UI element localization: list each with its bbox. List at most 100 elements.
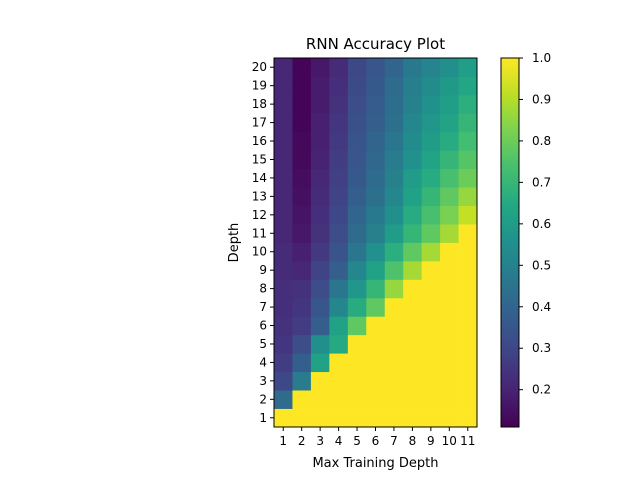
heatmap-cell <box>329 390 349 409</box>
heatmap-cell <box>366 260 386 280</box>
heatmap-cell <box>366 334 386 354</box>
y-tick-label: 17 <box>252 116 267 130</box>
heatmap-cell <box>366 58 386 77</box>
y-tick-label: 15 <box>252 152 267 166</box>
y-tick-label: 20 <box>252 60 267 74</box>
heatmap-cell <box>421 279 441 299</box>
heatmap-cell <box>403 408 423 428</box>
heatmap-cell <box>274 168 293 188</box>
heatmap-cell <box>366 150 386 170</box>
heatmap-cell <box>347 242 367 262</box>
heatmap-cell <box>366 353 386 373</box>
heatmap-cell <box>292 187 312 206</box>
heatmap-cell <box>440 371 459 391</box>
colorbar-tick-label: 0.2 <box>532 383 551 397</box>
heatmap-cell <box>458 260 478 280</box>
heatmap-cell <box>329 260 349 280</box>
heatmap-cell <box>292 242 312 262</box>
heatmap-cell <box>384 408 404 428</box>
heatmap-cell <box>384 297 404 317</box>
y-tick-label: 1 <box>259 411 267 425</box>
heatmap-cell <box>329 224 349 243</box>
heatmap-cell <box>274 224 293 243</box>
heatmap-cell <box>458 76 478 96</box>
heatmap-cell <box>274 187 293 206</box>
y-tick-label: 18 <box>252 97 267 111</box>
colorbar-tick-label: 0.7 <box>532 175 551 189</box>
heatmap-cell <box>440 242 459 262</box>
heatmap-cell <box>384 279 404 299</box>
heatmap-cell <box>440 334 459 354</box>
heatmap-cell <box>403 113 423 133</box>
heatmap-cell <box>403 94 423 114</box>
y-tick-label: 12 <box>252 208 267 222</box>
colorbar-frame <box>500 57 520 428</box>
heatmap-cell <box>292 297 312 317</box>
heatmap-cell <box>384 260 404 280</box>
heatmap-cell <box>458 353 478 373</box>
heatmap-cell <box>329 334 349 354</box>
heatmap-cell <box>347 260 367 280</box>
heatmap-cell <box>329 242 349 262</box>
heatmap-cell <box>274 76 293 96</box>
heatmap-cell <box>403 279 423 299</box>
heatmap-cell <box>458 224 478 243</box>
heatmap-cell <box>440 316 459 336</box>
x-tick-label: 11 <box>460 434 475 448</box>
heatmap-cell <box>440 260 459 280</box>
heatmap-cell <box>384 187 404 206</box>
heatmap-cell <box>347 334 367 354</box>
heatmap-cell <box>421 58 441 77</box>
heatmap-cell <box>292 58 312 77</box>
heatmap-cell <box>274 334 293 354</box>
heatmap-cell <box>347 94 367 114</box>
x-tick-label: 4 <box>335 434 343 448</box>
heatmap-cell <box>384 353 404 373</box>
heatmap-cell <box>274 94 293 114</box>
heatmap-cell <box>347 113 367 133</box>
heatmap-cell <box>347 297 367 317</box>
heatmap-cell <box>310 371 330 391</box>
x-tick-label: 2 <box>298 434 306 448</box>
heatmap-cell <box>292 76 312 96</box>
heatmap-cell <box>292 316 312 336</box>
heatmap-cell <box>310 94 330 114</box>
chart-title: RNN Accuracy Plot <box>306 35 445 53</box>
heatmap-cell <box>310 297 330 317</box>
heatmap-cell <box>458 168 478 188</box>
heatmap-cell <box>366 224 386 243</box>
colorbar <box>501 58 519 427</box>
heatmap-cell <box>440 113 459 133</box>
heatmap-cell <box>366 297 386 317</box>
heatmap-cell <box>458 113 478 133</box>
heatmap-cell <box>329 371 349 391</box>
y-tick-label: 3 <box>259 374 267 388</box>
y-tick-label: 7 <box>259 300 267 314</box>
heatmap-cell <box>310 353 330 373</box>
heatmap-cell <box>458 279 478 299</box>
heatmap-cell <box>366 187 386 206</box>
heatmap-cell <box>384 168 404 188</box>
heatmap-cell <box>458 242 478 262</box>
heatmap-cell <box>347 224 367 243</box>
heatmap-cell <box>329 205 349 225</box>
heatmap-cell <box>384 371 404 391</box>
heatmap-cell <box>366 113 386 133</box>
heatmap-cell <box>384 334 404 354</box>
heatmap-cell <box>458 58 478 77</box>
heatmap-cell <box>421 113 441 133</box>
x-axis-label: Max Training Depth <box>312 456 438 471</box>
x-tick-label: 3 <box>316 434 324 448</box>
heatmap-cell <box>384 316 404 336</box>
heatmap-cell <box>292 371 312 391</box>
heatmap-cell <box>366 371 386 391</box>
heatmap-cell <box>384 76 404 96</box>
heatmap-cell <box>347 131 367 151</box>
heatmap-cell <box>403 353 423 373</box>
heatmap-cell <box>274 113 293 133</box>
heatmap-cell <box>347 150 367 170</box>
heatmap-cell <box>347 390 367 409</box>
heatmap-cell <box>440 168 459 188</box>
colorbar-tick-label: 0.8 <box>532 134 551 148</box>
y-tick-label: 10 <box>252 245 267 259</box>
